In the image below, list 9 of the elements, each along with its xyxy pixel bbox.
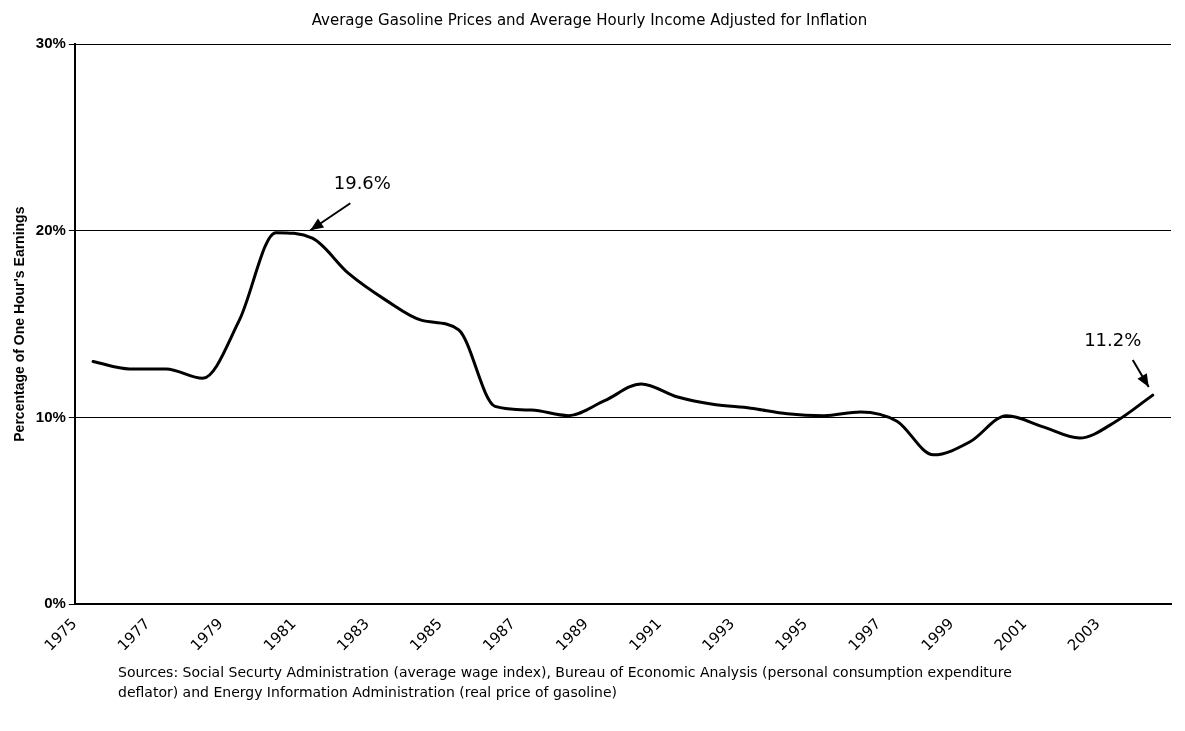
- y-tick-label: 30%: [35, 34, 66, 52]
- y-tick-label: 0%: [44, 594, 66, 612]
- source-note: Sources: Social Securty Administration (average wage index), Bureau of Economic Analysis (personal consumption expenditure deflator) and Energy Information Administration (real price of gasoline): [118, 663, 1013, 702]
- y-axis-title: Percentage of One Hour's Earnings: [11, 206, 28, 442]
- y-tick-label: 10%: [35, 407, 66, 425]
- chart-title: Average Gasoline Prices and Average Hourly Income Adjusted for Inflation: [311, 10, 868, 29]
- y-tick-label: 20%: [35, 220, 66, 238]
- annotation: 11.2%: [1084, 328, 1142, 350]
- annotation: 19.6%: [333, 171, 391, 193]
